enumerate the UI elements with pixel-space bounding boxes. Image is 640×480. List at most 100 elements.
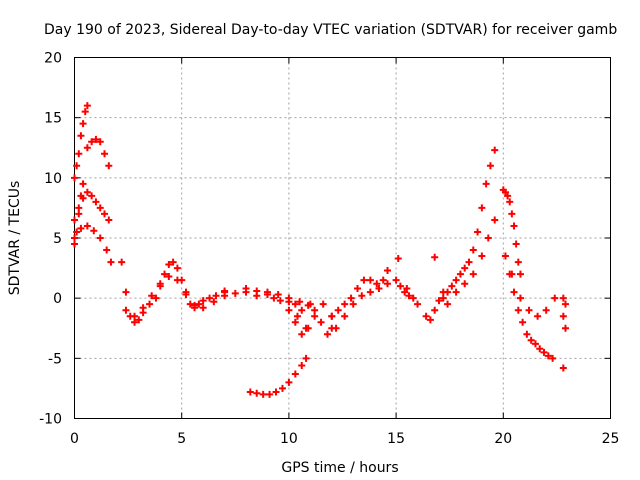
y-tick-label: 0 bbox=[53, 291, 62, 307]
data-point bbox=[504, 192, 512, 200]
data-point bbox=[534, 312, 542, 320]
data-point bbox=[452, 288, 460, 296]
data-point bbox=[291, 300, 299, 308]
data-point bbox=[105, 162, 113, 170]
data-point bbox=[559, 312, 567, 320]
data-point bbox=[165, 273, 173, 281]
x-tick-label: 25 bbox=[602, 431, 620, 447]
data-point bbox=[107, 258, 115, 266]
data-point bbox=[199, 304, 207, 312]
data-point bbox=[403, 285, 411, 293]
data-point bbox=[409, 294, 417, 302]
data-point bbox=[75, 150, 83, 158]
data-point bbox=[549, 354, 557, 362]
data-point bbox=[561, 300, 569, 308]
data-point bbox=[540, 348, 548, 356]
data-point bbox=[135, 316, 143, 324]
data-point bbox=[561, 324, 569, 332]
data-point bbox=[79, 180, 87, 188]
data-point bbox=[431, 306, 439, 314]
data-point bbox=[276, 297, 284, 305]
data-point bbox=[212, 292, 220, 300]
data-point bbox=[210, 298, 218, 306]
data-point bbox=[296, 298, 304, 306]
data-point bbox=[253, 287, 261, 295]
data-point bbox=[165, 260, 173, 268]
data-point bbox=[559, 294, 567, 302]
data-point bbox=[328, 312, 336, 320]
data-point bbox=[508, 270, 516, 278]
data-point bbox=[319, 300, 327, 308]
data-point bbox=[559, 364, 567, 372]
data-point bbox=[384, 280, 392, 288]
data-point bbox=[396, 282, 404, 290]
data-point bbox=[253, 389, 261, 397]
data-point bbox=[392, 276, 400, 284]
data-point bbox=[285, 378, 293, 386]
data-point bbox=[101, 210, 109, 218]
data-point bbox=[501, 252, 509, 260]
axis-ticks bbox=[74, 57, 611, 419]
data-point bbox=[71, 216, 78, 224]
data-point bbox=[519, 318, 527, 326]
data-point bbox=[272, 388, 280, 396]
data-point bbox=[516, 270, 524, 278]
data-point bbox=[394, 254, 402, 262]
data-point bbox=[501, 188, 509, 196]
y-tick-label: 15 bbox=[44, 111, 62, 127]
data-point bbox=[414, 300, 422, 308]
data-point bbox=[83, 222, 91, 230]
data-point bbox=[206, 294, 214, 302]
data-point bbox=[448, 282, 456, 290]
data-point bbox=[96, 204, 104, 212]
data-point bbox=[73, 228, 81, 236]
data-point bbox=[75, 210, 83, 218]
data-point bbox=[512, 240, 520, 248]
data-point bbox=[182, 288, 190, 296]
data-point bbox=[146, 300, 154, 308]
x-tick-label: 0 bbox=[70, 431, 79, 447]
grid-lines bbox=[74, 57, 611, 419]
data-point bbox=[531, 340, 539, 348]
data-point bbox=[105, 216, 113, 224]
data-point bbox=[311, 306, 319, 314]
data-point bbox=[103, 246, 111, 254]
data-point bbox=[375, 285, 383, 293]
data-point bbox=[523, 330, 531, 338]
data-point bbox=[401, 288, 409, 296]
x-tick-label: 15 bbox=[387, 431, 405, 447]
data-point bbox=[298, 306, 306, 314]
data-point bbox=[514, 306, 522, 314]
data-point bbox=[341, 312, 349, 320]
data-point bbox=[88, 192, 96, 200]
data-point bbox=[456, 270, 464, 278]
data-point bbox=[199, 297, 207, 305]
data-point bbox=[298, 362, 306, 370]
data-point bbox=[195, 300, 203, 308]
data-point bbox=[83, 188, 91, 196]
data-point bbox=[285, 306, 293, 314]
data-point bbox=[285, 294, 293, 302]
data-point bbox=[139, 304, 147, 312]
x-tick-label: 10 bbox=[280, 431, 298, 447]
data-point bbox=[510, 222, 518, 230]
data-point bbox=[77, 224, 85, 232]
x-tick-label: 5 bbox=[177, 431, 186, 447]
data-point bbox=[366, 288, 374, 296]
data-point bbox=[302, 354, 310, 362]
data-point bbox=[508, 210, 516, 218]
data-point bbox=[478, 204, 486, 212]
data-point bbox=[317, 318, 325, 326]
data-point bbox=[118, 258, 126, 266]
data-point bbox=[444, 288, 452, 296]
data-point bbox=[152, 294, 160, 302]
data-point bbox=[465, 258, 473, 266]
data-point bbox=[444, 300, 452, 308]
data-point bbox=[274, 291, 282, 299]
data-point bbox=[426, 316, 434, 324]
data-point bbox=[311, 312, 319, 320]
data-point bbox=[246, 388, 254, 396]
data-point bbox=[92, 198, 100, 206]
data-point bbox=[422, 312, 430, 320]
